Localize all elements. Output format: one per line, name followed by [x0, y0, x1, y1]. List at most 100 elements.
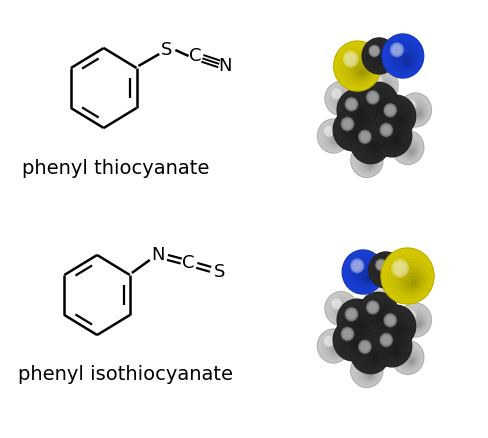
- Circle shape: [372, 325, 412, 367]
- Circle shape: [348, 311, 355, 318]
- Circle shape: [337, 89, 377, 131]
- Circle shape: [369, 373, 372, 376]
- Circle shape: [356, 127, 387, 161]
- Circle shape: [340, 47, 378, 87]
- Circle shape: [336, 111, 371, 149]
- Circle shape: [369, 304, 376, 311]
- Circle shape: [368, 350, 380, 363]
- Circle shape: [398, 347, 420, 371]
- Circle shape: [392, 45, 402, 55]
- Circle shape: [366, 91, 379, 104]
- Circle shape: [394, 343, 423, 373]
- Circle shape: [391, 321, 407, 338]
- Circle shape: [342, 328, 353, 340]
- Circle shape: [363, 272, 371, 281]
- Circle shape: [346, 308, 357, 320]
- Circle shape: [376, 79, 379, 83]
- Circle shape: [381, 334, 392, 346]
- Circle shape: [378, 103, 386, 112]
- Circle shape: [382, 296, 388, 302]
- Circle shape: [374, 287, 381, 294]
- Circle shape: [396, 116, 404, 124]
- Circle shape: [337, 304, 350, 318]
- Circle shape: [404, 353, 417, 367]
- Circle shape: [317, 119, 349, 153]
- Circle shape: [376, 305, 416, 347]
- Circle shape: [391, 258, 428, 298]
- Circle shape: [398, 137, 408, 148]
- Circle shape: [336, 348, 339, 352]
- Circle shape: [357, 150, 367, 161]
- Circle shape: [394, 138, 398, 143]
- Circle shape: [341, 327, 368, 356]
- Circle shape: [342, 250, 384, 294]
- Circle shape: [378, 98, 414, 136]
- Circle shape: [385, 314, 396, 326]
- Circle shape: [337, 94, 350, 108]
- Circle shape: [351, 260, 363, 272]
- Circle shape: [349, 102, 369, 123]
- Circle shape: [364, 297, 395, 331]
- Circle shape: [384, 88, 387, 91]
- Circle shape: [395, 48, 416, 70]
- Circle shape: [367, 301, 378, 313]
- Circle shape: [341, 117, 368, 146]
- Circle shape: [327, 339, 331, 343]
- Circle shape: [388, 108, 392, 113]
- Circle shape: [341, 327, 354, 341]
- Circle shape: [370, 95, 375, 100]
- Circle shape: [355, 318, 366, 330]
- Circle shape: [407, 311, 427, 332]
- Circle shape: [375, 78, 380, 84]
- Circle shape: [373, 145, 377, 149]
- Circle shape: [372, 285, 394, 309]
- Circle shape: [326, 339, 331, 344]
- Circle shape: [404, 143, 417, 157]
- Circle shape: [409, 103, 413, 107]
- Circle shape: [387, 107, 393, 113]
- Circle shape: [379, 263, 383, 267]
- Circle shape: [369, 252, 403, 288]
- Circle shape: [353, 261, 378, 287]
- Circle shape: [372, 115, 412, 157]
- Circle shape: [400, 349, 419, 369]
- Circle shape: [415, 320, 422, 327]
- Circle shape: [410, 149, 413, 153]
- Circle shape: [344, 330, 351, 338]
- Circle shape: [366, 69, 398, 102]
- Circle shape: [403, 97, 429, 124]
- Circle shape: [400, 53, 413, 67]
- Circle shape: [374, 78, 381, 84]
- Circle shape: [361, 132, 385, 157]
- Circle shape: [364, 88, 395, 121]
- Circle shape: [408, 148, 414, 154]
- Circle shape: [325, 337, 333, 345]
- Circle shape: [351, 143, 383, 177]
- Circle shape: [342, 95, 374, 128]
- Circle shape: [379, 333, 407, 362]
- Circle shape: [326, 338, 332, 345]
- Text: C: C: [183, 254, 195, 272]
- Circle shape: [347, 100, 355, 109]
- Circle shape: [373, 98, 389, 115]
- Circle shape: [398, 50, 414, 68]
- Circle shape: [407, 312, 414, 318]
- Circle shape: [382, 34, 424, 78]
- Circle shape: [399, 303, 431, 337]
- Circle shape: [408, 357, 414, 364]
- Circle shape: [376, 95, 416, 137]
- Circle shape: [399, 349, 407, 357]
- Circle shape: [391, 111, 407, 128]
- Circle shape: [377, 54, 387, 64]
- Circle shape: [359, 82, 398, 124]
- Text: N: N: [152, 246, 165, 264]
- Circle shape: [417, 322, 421, 325]
- Circle shape: [370, 46, 379, 55]
- Circle shape: [331, 88, 353, 112]
- Circle shape: [350, 332, 390, 374]
- Circle shape: [376, 101, 388, 113]
- Circle shape: [370, 353, 378, 361]
- Circle shape: [411, 316, 424, 329]
- Circle shape: [358, 266, 374, 284]
- Circle shape: [361, 154, 364, 158]
